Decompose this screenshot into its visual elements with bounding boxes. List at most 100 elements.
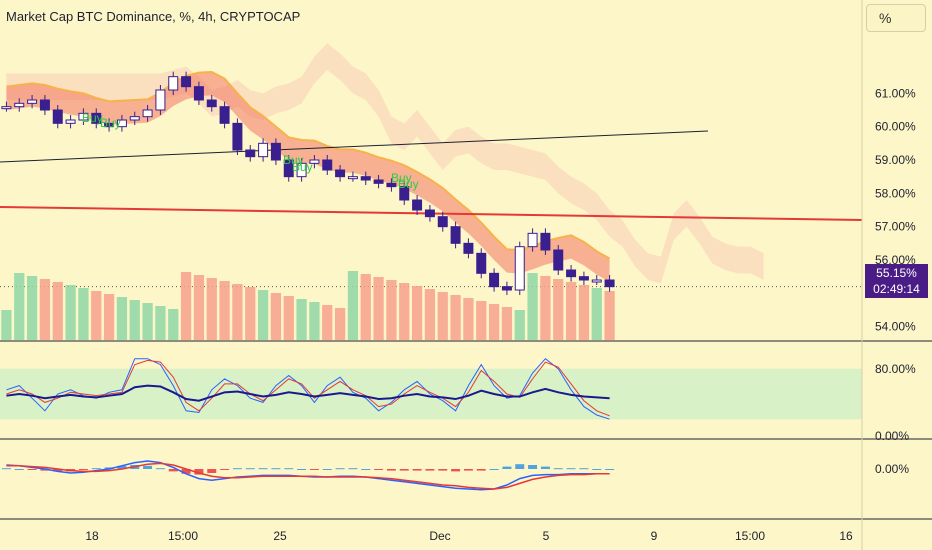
signal-line <box>6 462 610 490</box>
candle-body[interactable] <box>591 279 602 283</box>
volume-bar <box>142 303 153 340</box>
volume-bar <box>116 297 128 340</box>
volume-bar <box>129 300 140 340</box>
candle-body[interactable] <box>322 159 333 171</box>
stoch-line <box>6 359 610 417</box>
candle-body[interactable] <box>142 109 153 118</box>
macd-histogram-bar <box>438 469 448 471</box>
candle-body[interactable] <box>309 159 320 164</box>
volume-bar <box>257 290 269 340</box>
volume-bar <box>78 288 89 340</box>
candle-body[interactable] <box>116 119 127 128</box>
candle-body[interactable] <box>258 142 269 158</box>
macd-histogram-bar <box>155 468 165 470</box>
candle-body[interactable] <box>245 149 256 158</box>
candle-body[interactable] <box>129 116 140 121</box>
volume-bar <box>424 289 436 340</box>
candle-body[interactable] <box>412 199 423 211</box>
candle-body[interactable] <box>39 99 50 111</box>
candle-body[interactable] <box>65 119 76 124</box>
macd-histogram-bar <box>566 468 576 470</box>
candle-body[interactable] <box>424 209 435 218</box>
x-tick-label: 9 <box>651 529 658 543</box>
stoch-y-label: 0.00% <box>875 429 909 443</box>
macd-histogram-bar <box>245 468 255 470</box>
candle-body[interactable] <box>193 86 204 101</box>
candle-body[interactable] <box>489 272 500 288</box>
candle-body[interactable] <box>78 112 89 121</box>
volume-bar <box>463 298 474 340</box>
trend-line[interactable] <box>0 130 709 163</box>
macd-histogram-bar <box>207 469 217 473</box>
candle-body[interactable] <box>283 159 294 178</box>
macd-histogram-bar <box>104 467 114 469</box>
candle-body[interactable] <box>232 122 243 151</box>
candle-body[interactable] <box>181 76 192 88</box>
candle-body[interactable] <box>270 142 281 161</box>
candle-body[interactable] <box>604 279 615 288</box>
macd-histogram-bar <box>515 464 525 469</box>
volume-bar <box>437 292 448 340</box>
candle-body[interactable] <box>553 249 564 271</box>
candle-body[interactable] <box>578 276 589 281</box>
candle-body[interactable] <box>104 122 115 128</box>
candle-body[interactable] <box>386 182 397 188</box>
volume-bar <box>565 282 577 340</box>
candle-body[interactable] <box>373 179 384 184</box>
volume-bar <box>553 279 564 340</box>
candle-body[interactable] <box>219 106 230 124</box>
volume-bar <box>52 282 63 340</box>
volume-bar <box>476 301 487 340</box>
macd-histogram-bar <box>78 469 88 470</box>
stoch-line <box>6 358 610 420</box>
candle-body[interactable] <box>347 176 358 180</box>
candle-body[interactable] <box>168 76 179 91</box>
y-tick-label: 59.00% <box>875 153 916 167</box>
bar-countdown: 02:49:14 <box>873 282 920 296</box>
candle-body[interactable] <box>206 99 217 108</box>
macd-histogram-bar <box>489 469 499 470</box>
candle-body[interactable] <box>437 216 448 228</box>
candle-body[interactable] <box>540 232 551 251</box>
candle-body[interactable] <box>476 252 487 274</box>
candle-body[interactable] <box>155 89 166 111</box>
ema-ribbon-edge <box>6 70 611 260</box>
macd-histogram-bar <box>553 468 563 470</box>
candle-body[interactable] <box>450 226 461 244</box>
candle-body[interactable] <box>399 186 410 201</box>
candle-body[interactable] <box>566 269 577 278</box>
macd-histogram-bar <box>297 469 307 470</box>
last-price-value: 55.15% <box>876 266 917 280</box>
candle-body[interactable] <box>27 99 38 104</box>
candle-body[interactable] <box>514 246 525 291</box>
unit-selector-button[interactable]: % <box>866 4 926 32</box>
candle-body[interactable] <box>91 112 102 124</box>
candle-body[interactable] <box>360 176 371 181</box>
y-tick-label: 61.00% <box>875 86 916 100</box>
x-tick-label: 25 <box>273 529 287 543</box>
macd-histogram-bar <box>117 465 127 469</box>
candle-body[interactable] <box>14 102 25 108</box>
macd-histogram-bar <box>451 469 461 472</box>
candle-body[interactable] <box>1 106 12 110</box>
macd-histogram-bar <box>91 468 101 470</box>
buy-signal-label: Buy <box>100 116 121 130</box>
volume-bar <box>14 273 25 340</box>
candle-body[interactable] <box>501 286 512 291</box>
stochastic-panel[interactable] <box>0 358 862 420</box>
macd-panel[interactable] <box>1 460 615 491</box>
macd-histogram-bar <box>502 466 512 469</box>
y-tick-label: 56.00% <box>875 253 916 267</box>
candle-body[interactable] <box>335 169 346 178</box>
candle-body[interactable] <box>527 232 538 248</box>
candle-body[interactable] <box>52 109 63 124</box>
macd-y-label: 0.00% <box>875 462 909 476</box>
candle-body[interactable] <box>296 162 307 178</box>
stoch-band <box>0 368 862 420</box>
macd-histogram-bar <box>335 468 345 470</box>
candle-body[interactable] <box>463 242 474 254</box>
